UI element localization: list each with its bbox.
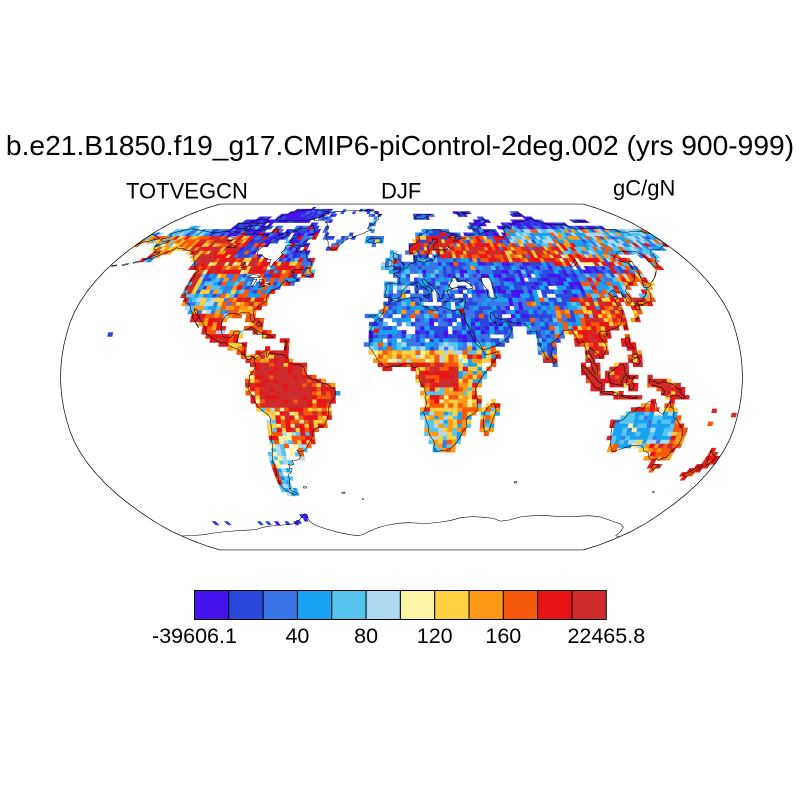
svg-text:80: 80	[354, 624, 378, 648]
svg-text:TOTVEGCN: TOTVEGCN	[126, 179, 248, 204]
svg-text:DJF: DJF	[381, 179, 421, 204]
svg-text:-39606.1: -39606.1	[152, 624, 237, 648]
svg-text:40: 40	[285, 624, 309, 648]
svg-text:22465.8: 22465.8	[567, 624, 645, 648]
svg-text:120: 120	[417, 624, 453, 648]
svg-text:gC/gN: gC/gN	[613, 175, 675, 200]
svg-text:160: 160	[485, 624, 521, 648]
svg-text:b.e21.B1850.f19_g17.CMIP6-piCo: b.e21.B1850.f19_g17.CMIP6-piControl-2deg…	[6, 129, 794, 161]
